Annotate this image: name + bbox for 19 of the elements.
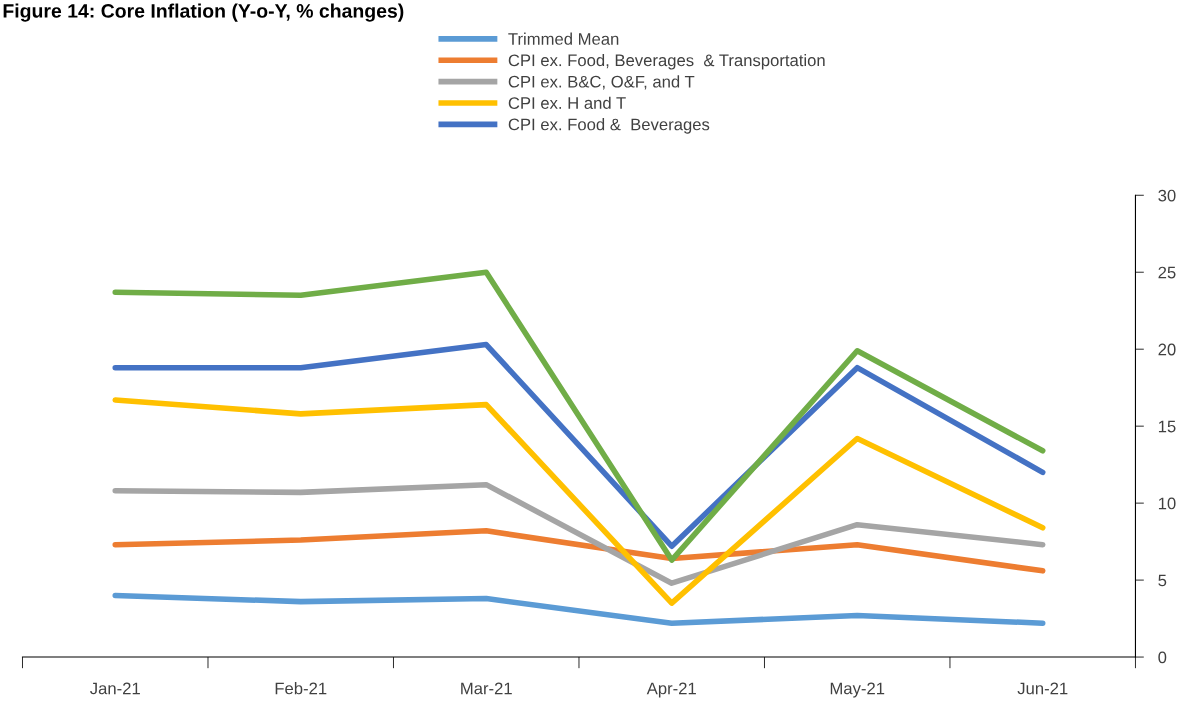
legend-label: Trimmed Mean [508,32,619,45]
x-tick-label: May-21 [830,682,885,698]
y-tick-label: 10 [1158,497,1176,510]
x-tick-label: Apr-21 [646,682,696,698]
y-tick-label: 20 [1158,343,1176,356]
y-tick-label: 25 [1158,266,1176,279]
y-tick-label: 0 [1158,651,1167,664]
chart-title: Figure 14: Core Inflation (Y-o-Y, % changes) [3,3,404,22]
x-tick-label: Jun-21 [1017,682,1068,695]
x-tick-label: Mar-21 [461,682,512,695]
y-tick-label: 5 [1158,574,1167,587]
x-tick-label: Jan-21 [90,682,140,695]
legend-label: CPI ex. Food, Beverages & Transportation [508,53,825,70]
legend-label: CPI ex. Food & Beverages [508,118,710,134]
legend-label: CPI ex. B&C, O&F, and T [508,75,695,90]
y-tick-label: 15 [1158,420,1176,433]
y-tick-label: 30 [1158,189,1176,202]
x-tick-label: Feb-21 [275,682,327,695]
legend-label: CPI ex. H and T [508,96,626,109]
